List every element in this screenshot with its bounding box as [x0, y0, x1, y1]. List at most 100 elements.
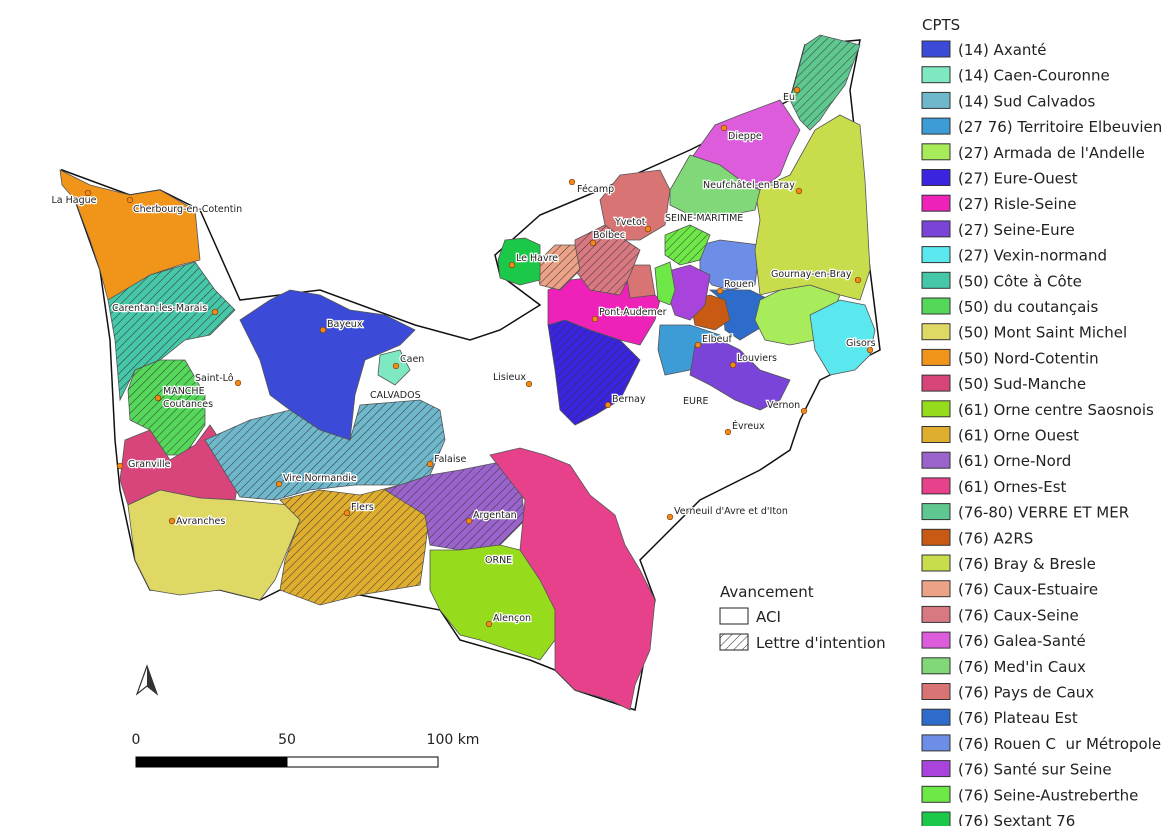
- legend-swatch: [921, 169, 951, 186]
- place-dot: [508, 261, 516, 269]
- place-dot: [800, 407, 808, 415]
- legend-label: (27) Seine-Eure: [958, 221, 1075, 239]
- legend-label: (76) Galea-Santé: [958, 632, 1086, 650]
- place-label: Verneuil d'Avre et d'Iton: [674, 506, 788, 517]
- regions: [59, 34, 876, 711]
- legend-label: (50) Nord-Cotentin: [958, 349, 1099, 367]
- legend-swatch: [921, 708, 951, 726]
- place-dot: [234, 379, 242, 387]
- legend-swatch: [921, 246, 951, 264]
- legend-swatch: [921, 580, 951, 598]
- legend-label: (76) Pays de Caux: [958, 684, 1094, 702]
- place-dot: [525, 380, 533, 388]
- legend-swatch: [921, 811, 951, 826]
- place-label: Louviers: [737, 353, 777, 364]
- department-label: ORNE: [485, 555, 512, 566]
- place-label: Rouen: [724, 279, 754, 290]
- place-dot: [591, 315, 599, 323]
- place-dot: [485, 620, 493, 628]
- region: [239, 289, 416, 441]
- legend-swatch: [921, 734, 951, 752]
- place-dot: [694, 341, 702, 349]
- place-dot: [275, 480, 283, 488]
- place-label: Lisieux: [493, 372, 526, 383]
- scale-label: 0: [132, 732, 141, 748]
- place-dot: [126, 196, 134, 204]
- place-label: Saint-Lô: [195, 373, 234, 384]
- place-label: Gisors: [846, 338, 876, 349]
- legend-label: (76) Sextant 76: [958, 812, 1075, 826]
- legend-swatch: [921, 760, 951, 778]
- legend-label: (76) Caux-Seine: [958, 606, 1079, 624]
- place-label: Dieppe: [728, 131, 762, 142]
- legend-swatch: [921, 348, 951, 366]
- legend-label: (76) Caux-Estuaire: [958, 581, 1098, 599]
- place-label: Bernay: [612, 394, 646, 405]
- place-labels: La Hague Cherbourg-en-Cotentin Carentan-le…: [50, 86, 877, 628]
- region-hatch: [535, 245, 580, 290]
- legend-label: (61) Orne Ouest: [958, 427, 1079, 445]
- legend-swatch: [921, 477, 951, 495]
- department-label: MANCHE: [163, 386, 205, 397]
- region-hatch: [790, 35, 860, 130]
- legend-swatch: [921, 605, 951, 623]
- region: [689, 339, 791, 411]
- legend-label: (76) Seine-Austreberthe: [958, 786, 1138, 804]
- place-dot: [666, 513, 674, 521]
- place-label: Fécamp: [577, 184, 614, 195]
- scale-bar: [135, 756, 288, 768]
- legend-swatch: [921, 451, 951, 469]
- place-dot: [724, 428, 732, 436]
- place-dot: [720, 124, 728, 132]
- region-hatch: [280, 485, 430, 605]
- place-dot: [426, 460, 434, 468]
- place-label: Elbeuf: [702, 334, 733, 345]
- place-dot: [604, 401, 612, 409]
- place-label: Bolbec: [593, 230, 625, 241]
- legend-title: CPTS: [922, 16, 960, 34]
- region: [654, 261, 676, 306]
- place-dot: [644, 225, 652, 233]
- place-dot: [84, 189, 92, 197]
- place-label: Cherbourg-en-Cotentin: [133, 204, 242, 215]
- legend-swatch: [921, 91, 951, 109]
- legend-swatch: [921, 426, 951, 443]
- place-dot: [793, 86, 801, 94]
- place-label: Le Havre: [516, 253, 558, 264]
- legend-label: (50) Sud-Manche: [958, 375, 1086, 393]
- legend-label: (76-80) VERRE ET MER: [958, 504, 1129, 522]
- legend-swatch: [921, 528, 951, 546]
- place-dot: [154, 394, 162, 402]
- region: [754, 114, 871, 301]
- place-label: Argentan: [473, 510, 517, 521]
- legend-label: (76) Med'in Caux: [958, 658, 1086, 676]
- place-label: Avranches: [176, 516, 225, 527]
- legend-swatch: [921, 785, 951, 803]
- legend-swatch: [921, 271, 951, 289]
- legend-label: (50) Mont Saint Michel: [958, 324, 1127, 342]
- region-hatch: [665, 225, 710, 265]
- region: [497, 237, 541, 286]
- place-label: Vire Normandie: [283, 473, 357, 484]
- place-label: Alençon: [493, 613, 531, 624]
- legend-swatch: [921, 503, 951, 521]
- legend-label: (61) Orne centre Saosnois: [958, 401, 1154, 419]
- legend-swatch: [921, 220, 951, 238]
- place-dot: [465, 517, 473, 525]
- legend-swatch: [921, 117, 951, 135]
- legend-swatch: [921, 40, 951, 58]
- legend-swatch: [921, 657, 951, 675]
- place-dot: [168, 517, 176, 525]
- region: [127, 489, 301, 601]
- legend-label: (76) Bray & Bresle: [958, 555, 1096, 573]
- place-label: Évreux: [732, 420, 765, 432]
- place-label: Caen: [400, 354, 424, 365]
- place-dot: [211, 308, 219, 316]
- place-dot: [716, 287, 724, 295]
- status-label: ACI: [756, 608, 781, 626]
- department-label: EURE: [683, 396, 709, 407]
- place-label: La Hague: [52, 195, 97, 206]
- legend-swatch: [921, 66, 951, 84]
- status-label: Lettre d'intention: [756, 634, 886, 652]
